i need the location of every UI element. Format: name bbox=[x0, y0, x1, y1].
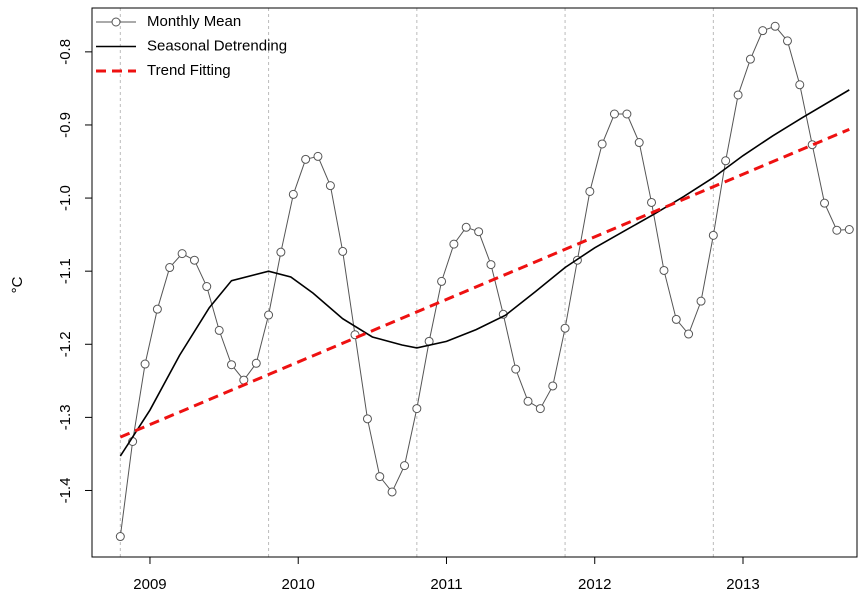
point-marker bbox=[165, 263, 175, 273]
point-marker bbox=[548, 381, 558, 391]
point-marker bbox=[227, 360, 237, 370]
point-marker bbox=[659, 265, 669, 275]
y-tick-label: -0.8 bbox=[57, 39, 74, 65]
point-marker bbox=[202, 282, 212, 292]
point-marker bbox=[177, 249, 187, 259]
y-tick-label: -1.4 bbox=[57, 478, 74, 504]
point-marker bbox=[313, 151, 323, 161]
point-marker bbox=[400, 461, 410, 471]
y-tick-label: -1.0 bbox=[57, 185, 74, 211]
y-tick-label: -0.9 bbox=[57, 112, 74, 138]
point-marker bbox=[770, 21, 780, 31]
series-line bbox=[119, 89, 850, 457]
point-marker bbox=[264, 310, 274, 320]
series-line bbox=[119, 25, 850, 537]
point-marker bbox=[449, 239, 459, 249]
point-marker bbox=[387, 487, 397, 497]
point-marker bbox=[758, 26, 768, 36]
y-tick-label: -1.3 bbox=[57, 404, 74, 430]
legend-marker bbox=[111, 17, 121, 27]
legend-label: Trend Fitting bbox=[147, 62, 231, 79]
legend-label: Monthly Mean bbox=[147, 13, 241, 30]
point-marker bbox=[523, 396, 533, 406]
plot-frame bbox=[91, 7, 858, 558]
point-marker bbox=[251, 358, 261, 368]
point-marker bbox=[733, 90, 743, 100]
y-tick-label: -1.1 bbox=[57, 258, 74, 284]
point-marker bbox=[189, 255, 199, 265]
point-marker bbox=[634, 138, 644, 148]
point-marker bbox=[585, 186, 595, 196]
point-marker bbox=[325, 181, 335, 191]
point-marker bbox=[622, 109, 632, 119]
x-tick-label: 2009 bbox=[133, 576, 166, 593]
point-marker bbox=[115, 532, 125, 542]
point-marker bbox=[844, 225, 854, 235]
point-marker bbox=[486, 260, 496, 270]
point-marker bbox=[535, 404, 545, 414]
point-marker bbox=[609, 109, 619, 119]
series-line bbox=[119, 127, 850, 439]
point-marker bbox=[795, 80, 805, 90]
point-marker bbox=[696, 296, 706, 306]
point-marker bbox=[412, 404, 422, 414]
point-marker bbox=[461, 222, 471, 232]
y-axis-label: °C bbox=[9, 276, 26, 293]
point-marker bbox=[832, 225, 842, 235]
x-tick-label: 2013 bbox=[726, 576, 759, 593]
point-marker bbox=[140, 359, 150, 369]
point-marker bbox=[708, 230, 718, 240]
point-marker bbox=[684, 329, 694, 339]
point-marker bbox=[214, 325, 224, 335]
point-marker bbox=[375, 472, 385, 482]
point-marker bbox=[152, 304, 162, 314]
y-tick-label: -1.2 bbox=[57, 331, 74, 357]
x-tick-label: 2011 bbox=[430, 576, 462, 593]
point-marker bbox=[820, 198, 830, 208]
point-marker bbox=[745, 54, 755, 64]
point-marker bbox=[288, 189, 298, 199]
x-tick-label: 2012 bbox=[578, 576, 611, 593]
point-marker bbox=[782, 36, 792, 46]
legend-label: Seasonal Detrending bbox=[147, 37, 287, 54]
point-marker bbox=[338, 246, 348, 256]
point-marker bbox=[511, 364, 521, 374]
point-marker bbox=[647, 197, 657, 207]
point-marker bbox=[474, 227, 484, 237]
point-marker bbox=[560, 323, 570, 333]
x-tick-label: 2010 bbox=[282, 576, 315, 593]
point-marker bbox=[721, 156, 731, 166]
point-marker bbox=[301, 154, 311, 164]
point-marker bbox=[437, 276, 447, 286]
point-marker bbox=[362, 414, 372, 424]
point-marker bbox=[671, 314, 681, 324]
point-marker bbox=[276, 247, 286, 257]
point-marker bbox=[597, 139, 607, 149]
